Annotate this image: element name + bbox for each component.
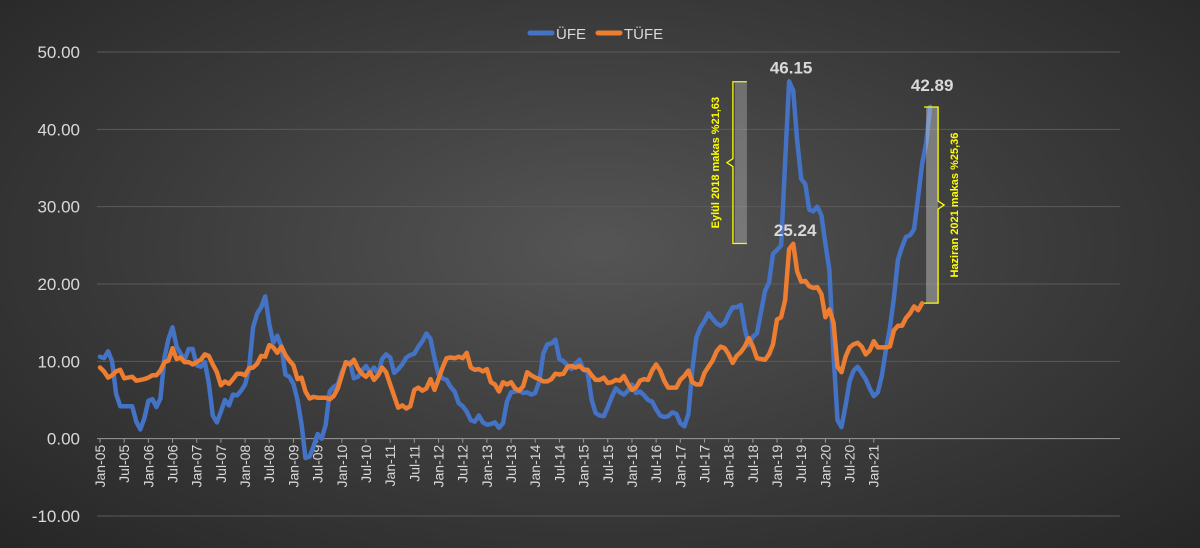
y-tick-label: 30.00 — [37, 198, 80, 217]
x-tick-label: Jul-11 — [406, 444, 422, 481]
tufe-peak-label: 25.24 — [774, 221, 817, 240]
x-tick-label: Jan-05 — [92, 444, 108, 487]
y-tick-label: 10.00 — [37, 352, 80, 371]
y-tick-label: -10.00 — [32, 507, 80, 526]
x-tick-label: Jan-17 — [672, 444, 688, 487]
gap-bracket — [725, 81, 747, 245]
gap-shade — [734, 81, 747, 244]
legend-label-ufe: ÜFE — [556, 25, 586, 43]
x-tick-label: Jul-17 — [697, 444, 713, 482]
x-tick-label: Jan-21 — [866, 444, 882, 487]
series-layer — [97, 79, 933, 461]
annotations: Eylül 2018 makas %21,63 Haziran 2021 maka… — [710, 81, 961, 304]
gap-annotation-text: Eylül 2018 makas %21,63 — [710, 97, 722, 228]
x-tick-label: Jul-18 — [745, 444, 761, 482]
x-tick-label: Jan-06 — [140, 444, 156, 487]
x-tick-label: Jan-08 — [237, 444, 253, 487]
x-tick-label: Jul-05 — [116, 444, 132, 482]
y-tick-label: 40.00 — [37, 120, 80, 139]
x-tick-label: Jan-12 — [431, 444, 447, 487]
x-tick-label: Jan-09 — [285, 444, 301, 487]
x-tick-label: Jan-20 — [817, 444, 833, 487]
x-tick-label: Jan-18 — [721, 444, 737, 487]
x-tick-label: Jan-07 — [189, 444, 205, 487]
x-tick-label: Jul-19 — [793, 444, 809, 482]
x-tick-label: Jul-06 — [165, 444, 181, 482]
y-axis: -10.00 0.00 10.00 20.00 30.00 40.00 50.00 — [32, 43, 80, 526]
y-tick-label: 20.00 — [37, 275, 80, 294]
ufe-peak-label: 46.15 — [770, 58, 813, 77]
gap-bracket — [924, 106, 946, 304]
tufe-series-line — [97, 241, 925, 411]
x-axis: Jan-05 Jul-05 Jan-06 Jul-06 Jan-07 Jul-07 Jan-… — [92, 438, 882, 487]
x-tick-label: Jul-10 — [358, 444, 374, 482]
x-tick-label: Jan-11 — [382, 444, 398, 486]
y-tick-label: 50.00 — [37, 43, 80, 62]
x-tick-label: Jan-19 — [769, 444, 785, 487]
x-tick-label: Jul-20 — [842, 444, 858, 482]
data-labels: 46.15 42.89 25.24 17.53 — [770, 0, 982, 240]
x-tick-label: Jul-13 — [503, 444, 519, 482]
legend: ÜFE TÜFE — [527, 25, 663, 43]
x-tick-label: Jan-13 — [479, 444, 495, 487]
legend-label-tufe: TÜFE — [624, 25, 663, 43]
x-tick-label: Jul-07 — [213, 444, 229, 482]
ufe-last-label: 42.89 — [911, 76, 954, 95]
x-tick-label: Jul-08 — [261, 444, 277, 482]
gap-annotation-text: Haziran 2021 makas %25,36 — [949, 133, 961, 278]
grid — [97, 51, 1120, 517]
x-tick-label: Jul-15 — [600, 444, 616, 482]
x-tick-label: Jul-16 — [648, 444, 664, 482]
y-tick-label: 0.00 — [47, 430, 80, 449]
x-tick-label: Jul-12 — [455, 444, 471, 482]
gap-shade — [926, 106, 939, 304]
x-tick-label: Jul-14 — [551, 444, 567, 482]
tufe-last-label: 17.53 — [939, 0, 982, 4]
ufe-series-line — [97, 79, 933, 461]
x-tick-label: Jan-10 — [334, 444, 350, 487]
x-tick-label: Jan-16 — [624, 444, 640, 487]
x-tick-label: Jan-15 — [576, 444, 592, 487]
x-tick-label: Jan-14 — [527, 444, 543, 487]
x-tick-label: Jul-09 — [310, 444, 326, 482]
